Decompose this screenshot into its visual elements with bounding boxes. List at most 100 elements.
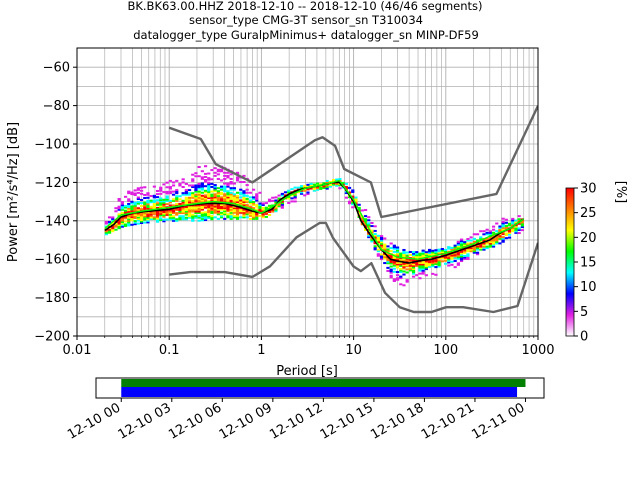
density-cell — [498, 237, 502, 240]
density-cell — [200, 184, 204, 187]
density-cell — [194, 195, 198, 198]
density-cell — [242, 190, 246, 193]
density-cell — [267, 198, 272, 201]
density-cell — [136, 198, 140, 201]
density-cell — [251, 213, 256, 216]
density-cell — [235, 194, 240, 197]
density-cell — [408, 260, 412, 263]
density-cell — [213, 185, 217, 188]
density-cell — [424, 260, 428, 263]
density-cell — [232, 216, 236, 219]
density-cell — [143, 207, 147, 210]
density-cell — [146, 202, 150, 205]
density-cell — [383, 237, 387, 240]
density-cell — [136, 217, 140, 220]
density-cell — [411, 251, 416, 254]
density-cell — [511, 230, 515, 233]
density-cell — [216, 217, 220, 220]
density-cell — [187, 189, 192, 192]
density-cell — [386, 259, 390, 262]
density-cell — [191, 184, 195, 187]
density-cell — [255, 193, 259, 196]
density-cell — [434, 259, 438, 262]
density-cell — [203, 218, 208, 221]
density-cell — [408, 267, 412, 270]
density-cell — [415, 254, 419, 257]
density-cell — [415, 264, 419, 267]
density-cell — [187, 215, 192, 218]
density-cell — [415, 258, 419, 261]
density-cell — [261, 213, 265, 216]
density-cell — [219, 199, 224, 202]
density-cell — [184, 201, 188, 204]
density-cell — [491, 225, 496, 228]
density-cell — [456, 245, 460, 248]
density-cell — [360, 209, 364, 212]
density-cell — [498, 242, 502, 245]
density-cell — [299, 186, 304, 189]
density-cell — [184, 198, 188, 201]
density-cell — [171, 204, 176, 207]
density-cell — [501, 239, 505, 242]
density-cell — [210, 182, 214, 185]
density-cell — [504, 224, 508, 227]
density-cell — [210, 198, 214, 201]
density-cell — [341, 183, 345, 186]
density-cell — [139, 220, 144, 223]
density-cell — [197, 219, 201, 222]
y-ticks: −200 −180 −160 −140 −120 −100 −80 −60 — [34, 61, 77, 345]
density-cell — [159, 200, 163, 203]
density-cell — [367, 236, 371, 239]
density-cell — [418, 254, 422, 257]
density-cell — [405, 260, 409, 263]
density-cell — [402, 265, 406, 268]
density-cell — [146, 221, 150, 224]
density-cell — [235, 202, 240, 205]
density-cell — [200, 176, 204, 179]
density-cell — [194, 210, 198, 213]
density-cell — [488, 241, 492, 244]
density-cell — [216, 170, 220, 173]
density-cell — [168, 192, 172, 195]
density-cell — [405, 279, 409, 282]
density-cell — [495, 236, 499, 239]
density-cell — [216, 173, 220, 176]
density-cell — [213, 208, 217, 211]
density-cell — [258, 205, 262, 208]
density-cell — [293, 186, 297, 189]
density-cell — [181, 201, 185, 204]
density-cell — [181, 210, 185, 213]
density-cell — [389, 268, 393, 271]
density-cell — [175, 202, 179, 205]
density-cell — [367, 216, 371, 219]
density-cell — [402, 267, 406, 270]
density-cell — [146, 219, 150, 222]
density-cell — [293, 200, 297, 203]
density-cell — [191, 213, 195, 216]
density-cell — [114, 210, 118, 213]
density-cell — [453, 255, 457, 258]
density-cell — [191, 192, 195, 195]
density-cell — [274, 196, 278, 199]
density-cell — [104, 222, 108, 225]
density-cell — [472, 245, 476, 248]
density-cell — [178, 202, 182, 205]
density-cell — [418, 266, 422, 269]
density-cell — [367, 223, 371, 226]
density-cell — [504, 237, 508, 240]
density-cell — [242, 194, 246, 197]
density-cell — [373, 246, 377, 249]
density-cell — [146, 193, 150, 196]
density-cell — [450, 246, 454, 249]
density-cell — [162, 204, 166, 207]
density-cell — [155, 196, 160, 199]
density-cell — [133, 207, 137, 210]
density-cell — [120, 224, 124, 227]
density-cell — [325, 179, 329, 182]
density-cell — [226, 213, 230, 216]
density-cell — [485, 247, 489, 250]
density-cell — [235, 179, 240, 182]
density-cell — [159, 186, 163, 189]
density-cell — [271, 199, 275, 202]
